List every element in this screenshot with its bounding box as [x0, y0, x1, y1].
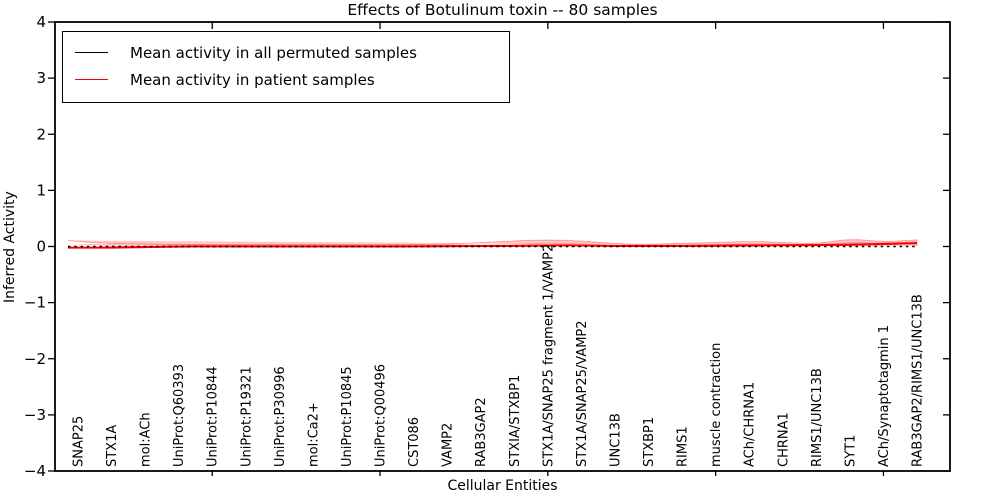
x-category-label: muscle contraction: [709, 343, 724, 467]
legend-item-patient: Mean activity in patient samples: [75, 66, 509, 93]
x-category-label: STX1A: [105, 425, 120, 467]
x-category-label: SNAP25: [72, 416, 87, 467]
activity-band-outer: [67, 239, 918, 246]
y-tick-label: −1: [24, 294, 46, 312]
y-tick-label: 2: [36, 125, 46, 143]
x-category-label: STX1A/SNAP25/VAMP2: [575, 320, 590, 467]
y-tick-label: −2: [24, 350, 46, 368]
activity-band-inner: [68, 241, 917, 246]
x-category-label: UniProt:Q60393: [172, 364, 187, 467]
y-tick-label: −3: [24, 406, 46, 424]
x-category-label: UniProt:P30996: [273, 366, 288, 467]
x-category-label: RAB3GAP2: [474, 397, 489, 467]
patient-line-sample: [75, 79, 108, 80]
x-category-label: RIMS1: [676, 426, 691, 467]
x-category-label: UniProt:P10845: [340, 366, 355, 467]
chart-title: Effects of Botulinum toxin -- 80 samples: [347, 1, 658, 19]
y-tick-label: 0: [36, 238, 46, 256]
legend-item-permuted: Mean activity in all permuted samples: [75, 39, 509, 66]
x-category-label: UniProt:Q00496: [374, 364, 389, 467]
x-category-label: STXIA/STXBP1: [508, 375, 523, 467]
y-tick-label: 4: [36, 13, 46, 31]
x-category-label: ACh/CHRNA1: [743, 382, 758, 467]
x-category-label: STX1A/SNAP25 fragment 1/VAMP2: [541, 244, 556, 467]
x-category-label: mol:ACh: [139, 412, 154, 467]
x-category-label: UniProt:P19321: [239, 366, 254, 467]
x-category-label: RIMS1/UNC13B: [810, 368, 825, 467]
x-category-label: SYT1: [843, 435, 858, 467]
x-category-label: VAMP2: [441, 423, 456, 467]
legend-label-permuted: Mean activity in all permuted samples: [130, 43, 417, 62]
y-tick-label: −4: [24, 462, 46, 480]
x-category-label: CST086: [407, 417, 422, 467]
permuted-line-sample: [75, 52, 108, 53]
x-category-label: STXBP1: [642, 417, 657, 467]
y-tick-label: 3: [36, 69, 46, 87]
x-category-label: UNC13B: [608, 413, 623, 467]
x-category-label: ACh/Synaptotagmin 1: [877, 325, 892, 467]
y-tick-label: 1: [36, 181, 46, 199]
legend: Mean activity in all permuted samples Me…: [62, 31, 510, 103]
y-axis-label: Inferred Activity: [2, 191, 18, 303]
x-category-label: UniProt:P10844: [206, 366, 221, 467]
x-category-label: mol:Ca2+: [306, 402, 321, 467]
x-axis-label: Cellular Entities: [447, 478, 558, 494]
patient-mean-line: [68, 242, 918, 249]
x-category-label: RAB3GAP2/RIMS1/UNC13B: [911, 294, 926, 467]
legend-label-patient: Mean activity in patient samples: [130, 70, 375, 89]
x-category-label: CHRNA1: [776, 412, 791, 467]
